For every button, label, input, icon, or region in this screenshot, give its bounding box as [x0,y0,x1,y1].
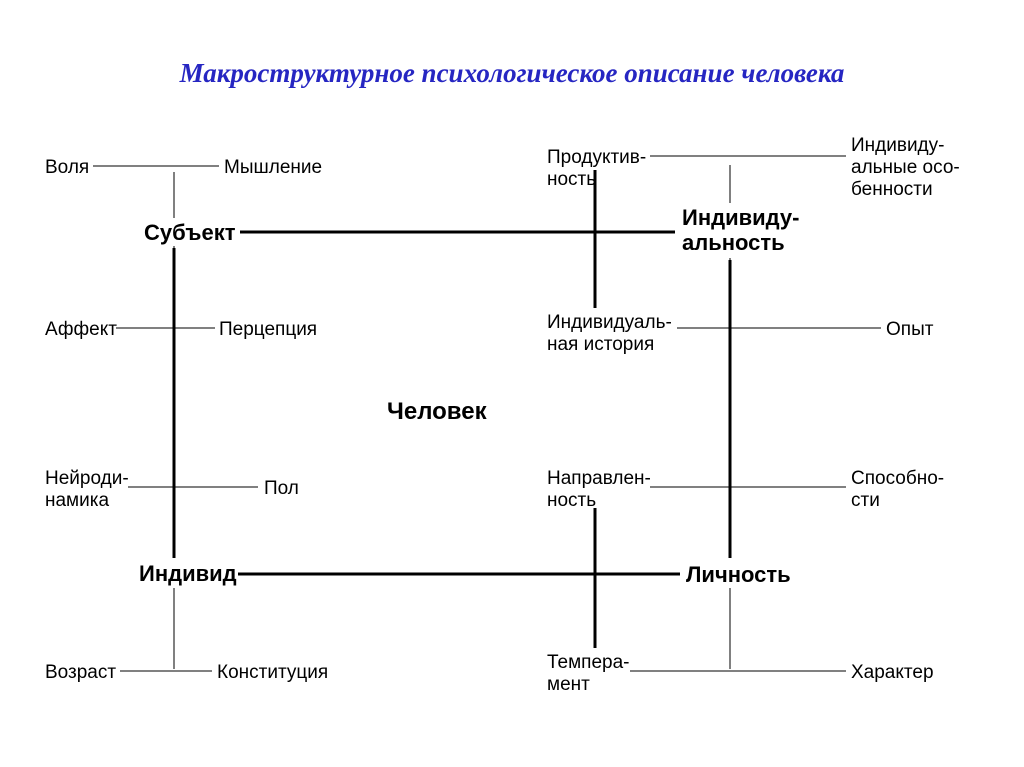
label-indiv-istoriya: Индивидуаль- ная история [547,312,672,356]
label-neyrodinamika: Нейроди- намика [45,468,129,512]
node-individuality: Индивиду- альность [682,206,799,255]
label-myshlenie: Мышление [224,157,322,179]
label-perceptsiya: Перцепция [219,319,317,341]
label-produktivnost: Продуктив- ность [547,147,646,191]
label-affekt: Аффект [45,319,117,341]
diagram-lines [0,0,1024,767]
center-label: Человек [387,398,487,426]
node-individ: Индивид [139,562,237,587]
label-vozrast: Возраст [45,662,116,684]
label-volya: Воля [45,157,89,179]
label-sposobnosti: Способно- сти [851,468,944,512]
label-konstitutsiya: Конституция [217,662,328,684]
label-indiv-osobennosti: Индивиду- альные осо- бенности [851,135,960,201]
node-personality: Личность [686,563,791,588]
diagram-stage: Макроструктурное психологическое описани… [0,0,1024,767]
label-napravlennost: Направлен- ность [547,468,651,512]
label-pol: Пол [264,478,299,500]
label-temperament: Темпера- мент [547,652,630,696]
label-kharakter: Характер [851,662,934,684]
label-opyt: Опыт [886,319,933,341]
node-subject: Субъект [144,221,235,246]
